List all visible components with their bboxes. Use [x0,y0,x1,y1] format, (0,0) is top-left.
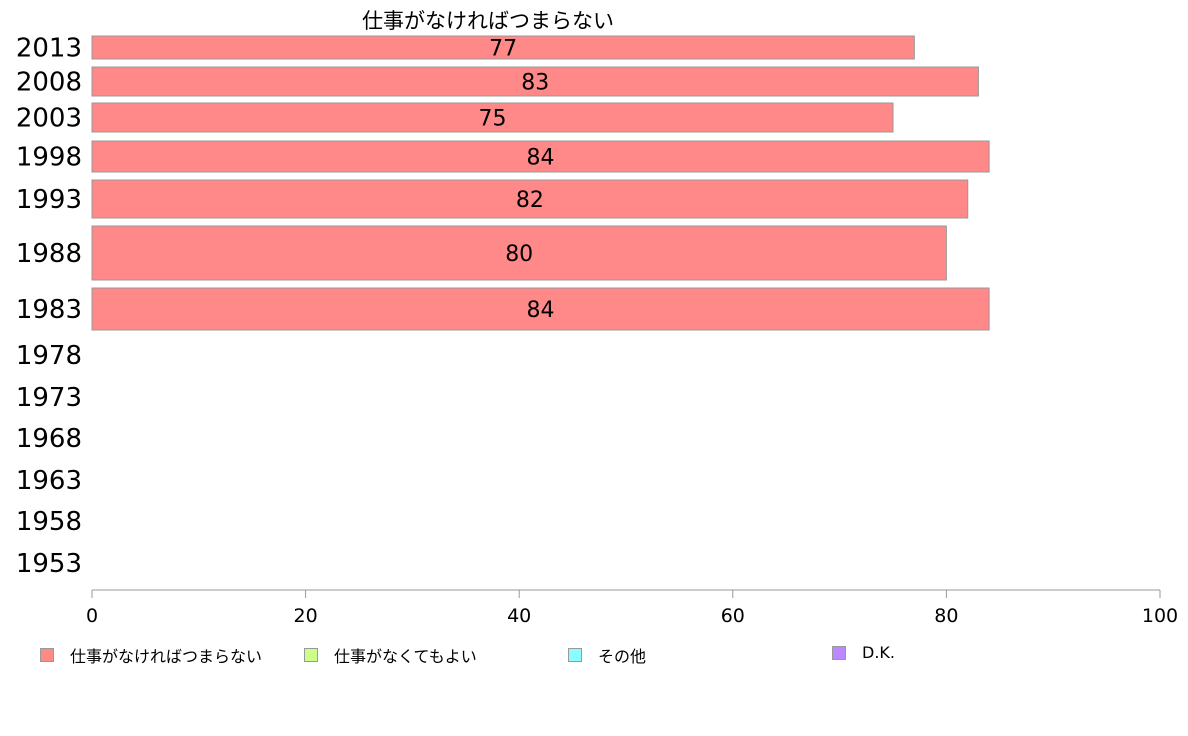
legend: 仕事がなければつまらない 仕事がなくてもよい その他 D.K. [40,643,1180,667]
legend-swatch-2 [304,648,318,662]
x-tick-label: 20 [294,605,318,627]
y-tick-label: 1988 [16,239,82,269]
bar-2003-s1 [91,102,894,133]
y-tick-label: 1963 [16,466,82,496]
legend-label-1: 仕事がなければつまらない [70,647,263,666]
y-tick-label: 1993 [16,185,82,215]
legend-swatch-1 [40,648,54,662]
bar-1998-s1 [91,140,990,173]
legend-swatch-3 [568,648,582,662]
data-label-1983: 84 [527,298,555,323]
legend-item-3: その他 [568,643,646,667]
legend-swatch-4 [832,645,846,660]
y-tick-label: 2003 [16,104,82,134]
y-tick-label: 1998 [16,143,82,173]
y-tick-label: 2013 [16,34,82,64]
legend-label-2: 仕事がなくてもよい [334,647,477,666]
x-tick-label: 0 [86,605,98,627]
data-label-1988: 80 [505,242,533,267]
y-tick-label: 1958 [16,507,82,537]
x-tick-label: 100 [1142,605,1178,627]
bar-2008-s1 [91,66,979,97]
legend-label-4: D.K. [862,643,895,662]
bar-1993-s1 [91,179,969,219]
data-label-2003: 75 [479,107,507,132]
bar-1983-s1 [91,287,990,331]
data-label-1993: 82 [516,188,544,213]
legend-item-4: D.K. [832,643,895,662]
chart-title: 仕事がなければつまらない [362,9,614,33]
x-tick-label: 80 [934,605,958,627]
legend-item-2: 仕事がなくてもよい [304,643,477,667]
x-tick-label: 60 [721,605,745,627]
data-label-1998: 84 [527,146,555,171]
x-tick-label: 40 [507,605,531,627]
legend-label-3: その他 [598,647,647,666]
bar-2013-s1 [91,35,915,60]
bar-chart: 2013 2008 2003 1998 1993 1988 1983 1978 1973 1968… [16,34,1178,628]
legend-item-1: 仕事がなければつまらない [40,643,262,667]
y-tick-label: 1978 [16,341,82,371]
y-tick-label: 1973 [16,383,82,413]
y-tick-label: 1953 [16,549,82,579]
y-tick-label: 1983 [16,295,82,325]
data-label-2013: 77 [489,37,517,62]
bar-1988-s1 [91,225,947,281]
data-label-2008: 83 [521,71,549,96]
y-tick-label: 1968 [16,424,82,454]
y-tick-label: 2008 [16,68,82,98]
